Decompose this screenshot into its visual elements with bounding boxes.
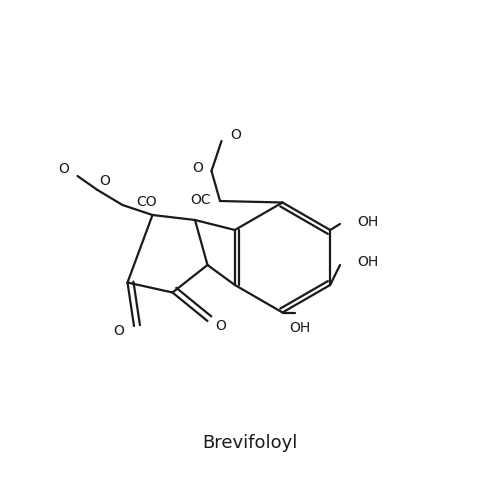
Text: Brevifoloyl: Brevifoloyl <box>202 434 298 452</box>
Text: OH: OH <box>290 322 310 336</box>
Text: O: O <box>114 324 124 338</box>
Text: CO: CO <box>136 196 157 209</box>
Text: OH: OH <box>358 256 379 270</box>
Text: O: O <box>215 319 226 333</box>
Text: O: O <box>100 174 110 188</box>
Text: O: O <box>58 162 69 176</box>
Text: OH: OH <box>358 214 379 228</box>
Text: O: O <box>230 128 241 142</box>
Text: OC: OC <box>190 192 212 206</box>
Text: O: O <box>192 162 203 175</box>
